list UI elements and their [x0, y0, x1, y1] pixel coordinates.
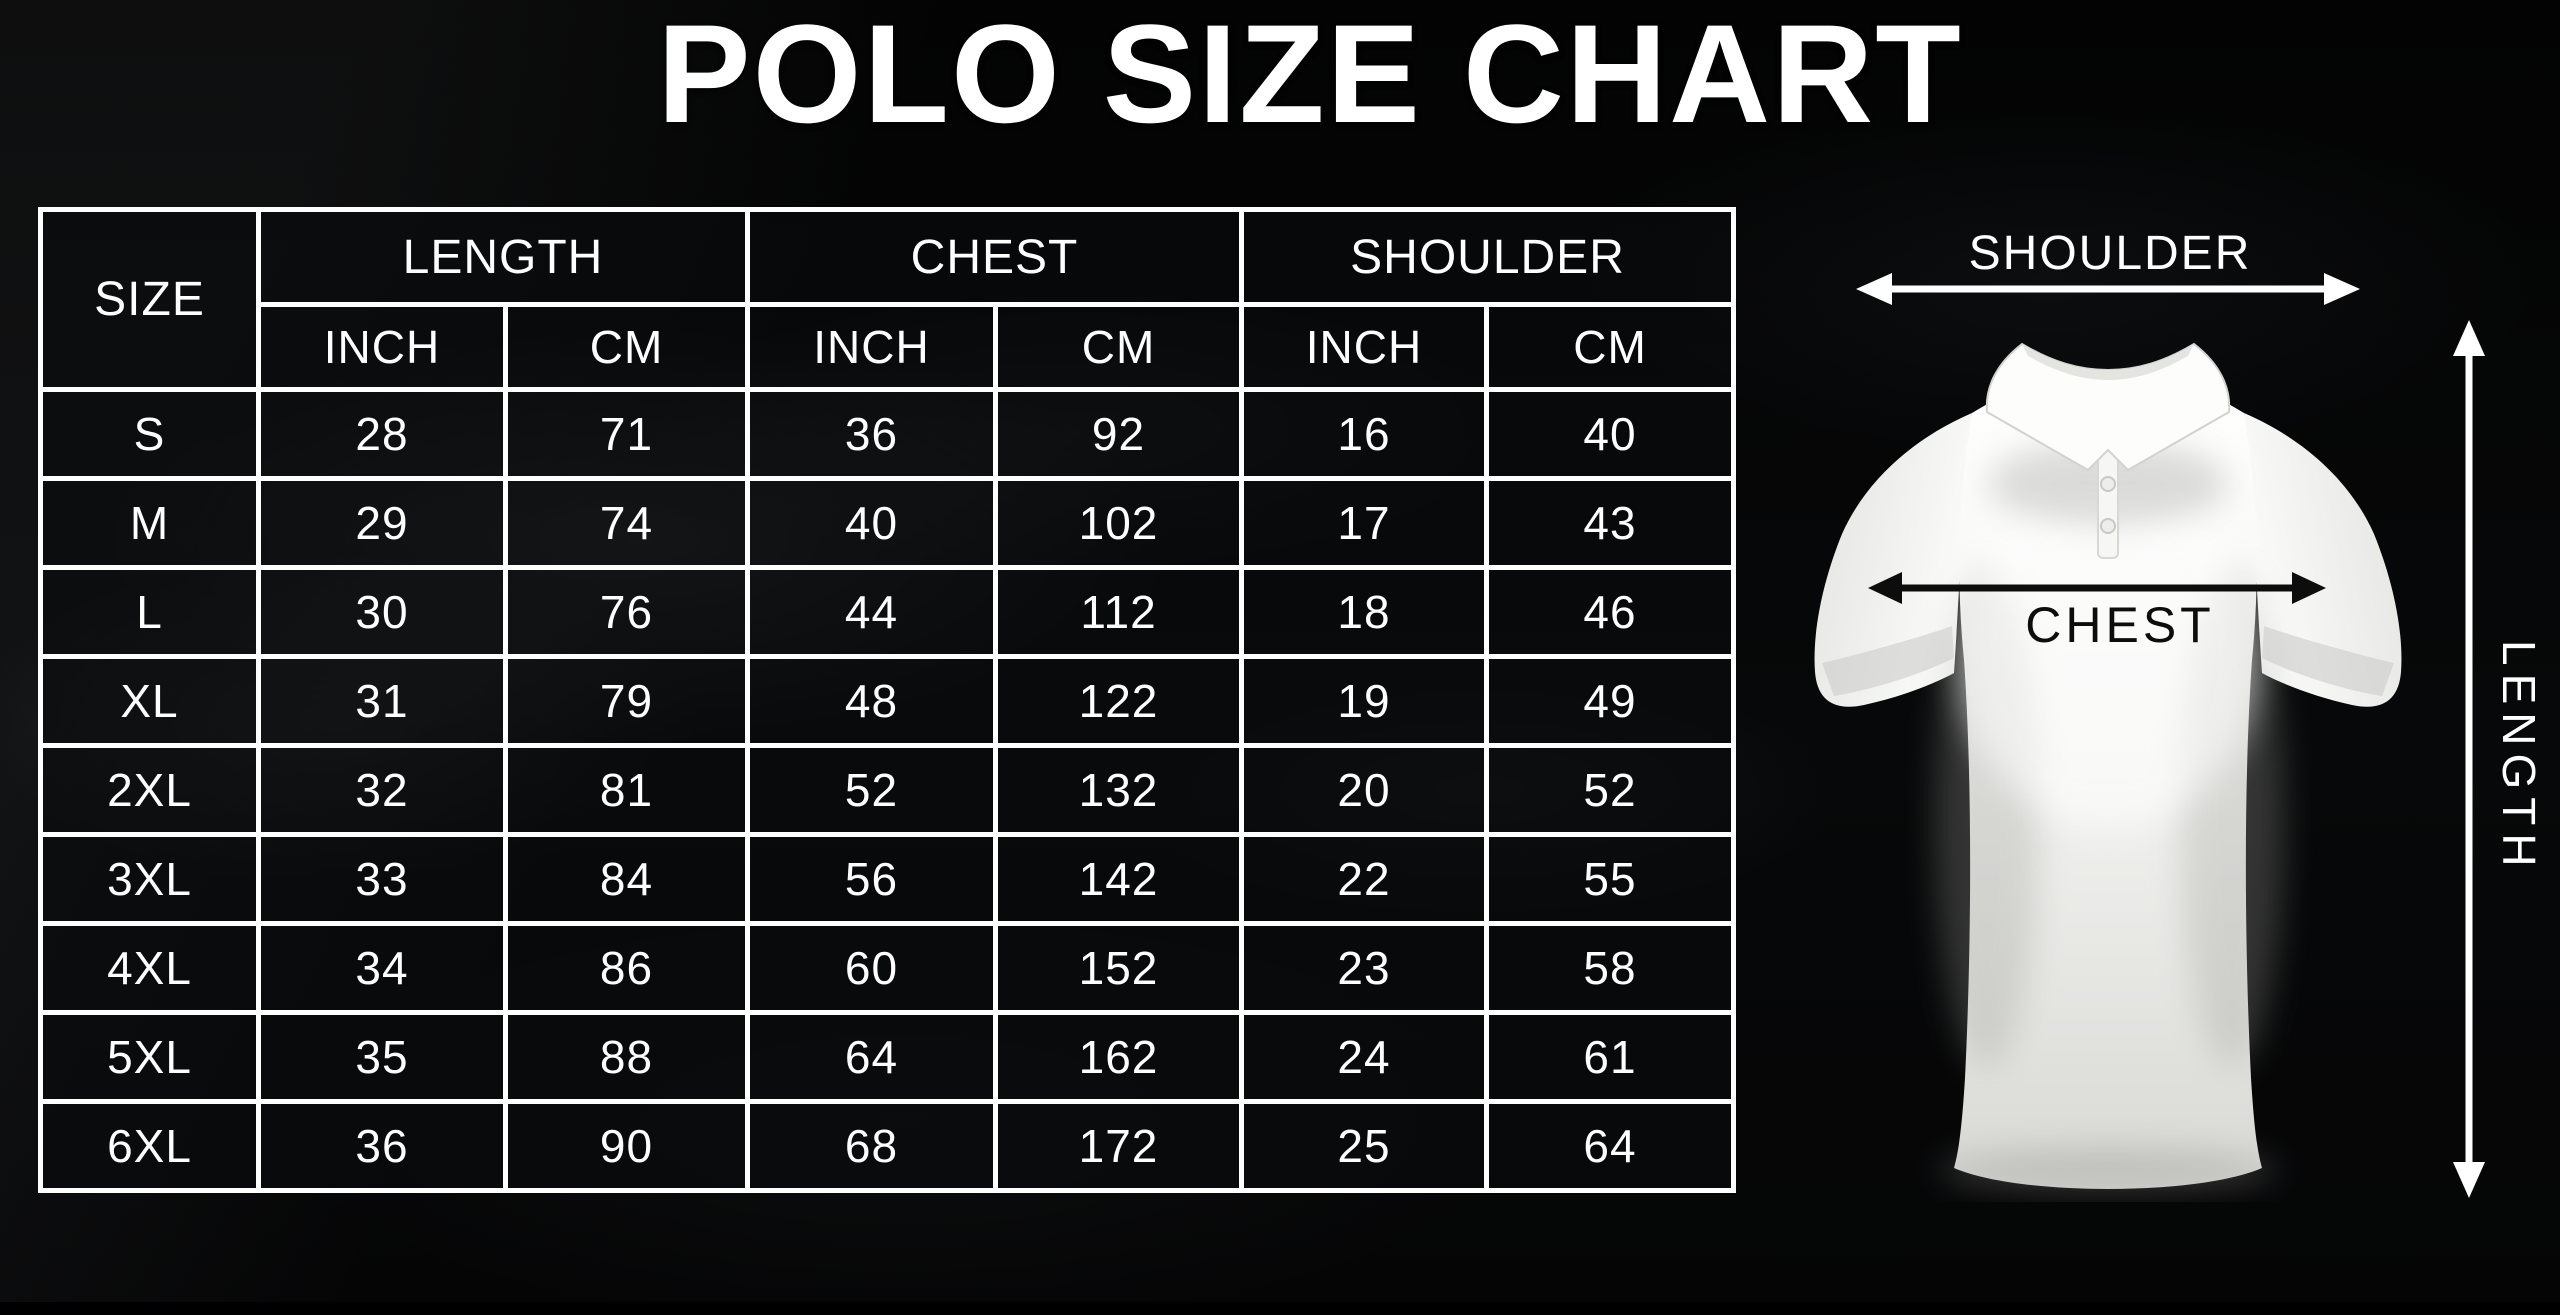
value-cell: 71 — [503, 387, 750, 481]
table-row: M 29 74 40 102 17 43 — [38, 476, 1736, 570]
table-row: 2XL 32 81 52 132 20 52 — [38, 743, 1736, 837]
value-cell: 32 — [256, 743, 508, 837]
page-title: POLO SIZE CHART — [657, 0, 1963, 152]
shoulder-measure-label: SHOULDER — [1968, 227, 2252, 280]
value-cell: 68 — [745, 1099, 998, 1193]
value-cell: 52 — [745, 743, 998, 837]
value-cell: 19 — [1239, 654, 1489, 748]
size-cell: S — [38, 387, 261, 481]
value-cell: 23 — [1239, 921, 1489, 1015]
size-cell: 2XL — [38, 743, 261, 837]
value-cell: 44 — [745, 565, 998, 659]
subheader-length-inch: INCH — [256, 302, 508, 392]
value-cell: 152 — [993, 921, 1244, 1015]
value-cell: 22 — [1239, 832, 1489, 926]
bottom-letterbox-bar — [0, 1302, 2560, 1315]
value-cell: 60 — [745, 921, 998, 1015]
value-cell: 58 — [1484, 921, 1736, 1015]
table-row: L 30 76 44 112 18 46 — [38, 565, 1736, 659]
subheader-length-cm: CM — [503, 302, 750, 392]
value-cell: 48 — [745, 654, 998, 748]
polo-shirt-image — [1814, 342, 2402, 1192]
value-cell: 29 — [256, 476, 508, 570]
value-cell: 162 — [993, 1010, 1244, 1104]
subheader-shoulder-inch: INCH — [1239, 302, 1489, 392]
value-cell: 40 — [1484, 387, 1736, 481]
value-cell: 172 — [993, 1099, 1244, 1193]
table-row: 6XL 36 90 68 172 25 64 — [38, 1099, 1736, 1193]
value-cell: 31 — [256, 654, 508, 748]
value-cell: 34 — [256, 921, 508, 1015]
table-row: 5XL 35 88 64 162 24 61 — [38, 1010, 1736, 1104]
size-cell: 4XL — [38, 921, 261, 1015]
value-cell: 25 — [1239, 1099, 1489, 1193]
value-cell: 74 — [503, 476, 750, 570]
value-cell: 81 — [503, 743, 750, 837]
chest-measure-label: CHEST — [2025, 597, 2215, 653]
column-header-shoulder: SHOULDER — [1239, 207, 1736, 307]
value-cell: 49 — [1484, 654, 1736, 748]
table-row: XL 31 79 48 122 19 49 — [38, 654, 1736, 748]
value-cell: 20 — [1239, 743, 1489, 837]
shoulder-arrow-icon — [1856, 273, 2360, 305]
value-cell: 36 — [256, 1099, 508, 1193]
size-cell: 5XL — [38, 1010, 261, 1104]
value-cell: 24 — [1239, 1010, 1489, 1104]
value-cell: 28 — [256, 387, 508, 481]
column-header-length: LENGTH — [256, 207, 750, 307]
size-cell: 3XL — [38, 832, 261, 926]
size-cell: 6XL — [38, 1099, 261, 1193]
subheader-chest-cm: CM — [993, 302, 1244, 392]
size-cell: XL — [38, 654, 261, 748]
value-cell: 64 — [1484, 1099, 1736, 1193]
value-cell: 102 — [993, 476, 1244, 570]
value-cell: 76 — [503, 565, 750, 659]
value-cell: 88 — [503, 1010, 750, 1104]
value-cell: 79 — [503, 654, 750, 748]
value-cell: 56 — [745, 832, 998, 926]
value-cell: 132 — [993, 743, 1244, 837]
size-cell: L — [38, 565, 261, 659]
table-row: 4XL 34 86 60 152 23 58 — [38, 921, 1736, 1015]
table-row: S 28 71 36 92 16 40 — [38, 387, 1736, 481]
value-cell: 16 — [1239, 387, 1489, 481]
size-cell: M — [38, 476, 261, 570]
value-cell: 17 — [1239, 476, 1489, 570]
value-cell: 90 — [503, 1099, 750, 1193]
value-cell: 86 — [503, 921, 750, 1015]
value-cell: 33 — [256, 832, 508, 926]
table-header-row: SIZE LENGTH CHEST SHOULDER — [38, 207, 1736, 392]
value-cell: 55 — [1484, 832, 1736, 926]
value-cell: 92 — [993, 387, 1244, 481]
length-measure-label: LENGTH — [2493, 640, 2545, 875]
value-cell: 30 — [256, 565, 508, 659]
value-cell: 84 — [503, 832, 750, 926]
value-cell: 18 — [1239, 565, 1489, 659]
value-cell: 46 — [1484, 565, 1736, 659]
value-cell: 52 — [1484, 743, 1736, 837]
table-row: 3XL 33 84 56 142 22 55 — [38, 832, 1736, 926]
subheader-shoulder-cm: CM — [1484, 302, 1736, 392]
column-header-size: SIZE — [38, 207, 261, 392]
value-cell: 61 — [1484, 1010, 1736, 1104]
value-cell: 43 — [1484, 476, 1736, 570]
value-cell: 40 — [745, 476, 998, 570]
size-table: SIZE LENGTH CHEST SHOULDER INCH CM INCH … — [38, 207, 1736, 1193]
value-cell: 142 — [993, 832, 1244, 926]
value-cell: 122 — [993, 654, 1244, 748]
column-header-chest: CHEST — [745, 207, 1244, 307]
length-arrow-icon — [2453, 320, 2485, 1198]
value-cell: 35 — [256, 1010, 508, 1104]
value-cell: 36 — [745, 387, 998, 481]
subheader-chest-inch: INCH — [745, 302, 998, 392]
chest-arrow-icon — [1868, 572, 2326, 604]
value-cell: 64 — [745, 1010, 998, 1104]
value-cell: 112 — [993, 565, 1244, 659]
table-subheader-row: INCH CM INCH CM INCH CM — [41, 302, 1736, 392]
